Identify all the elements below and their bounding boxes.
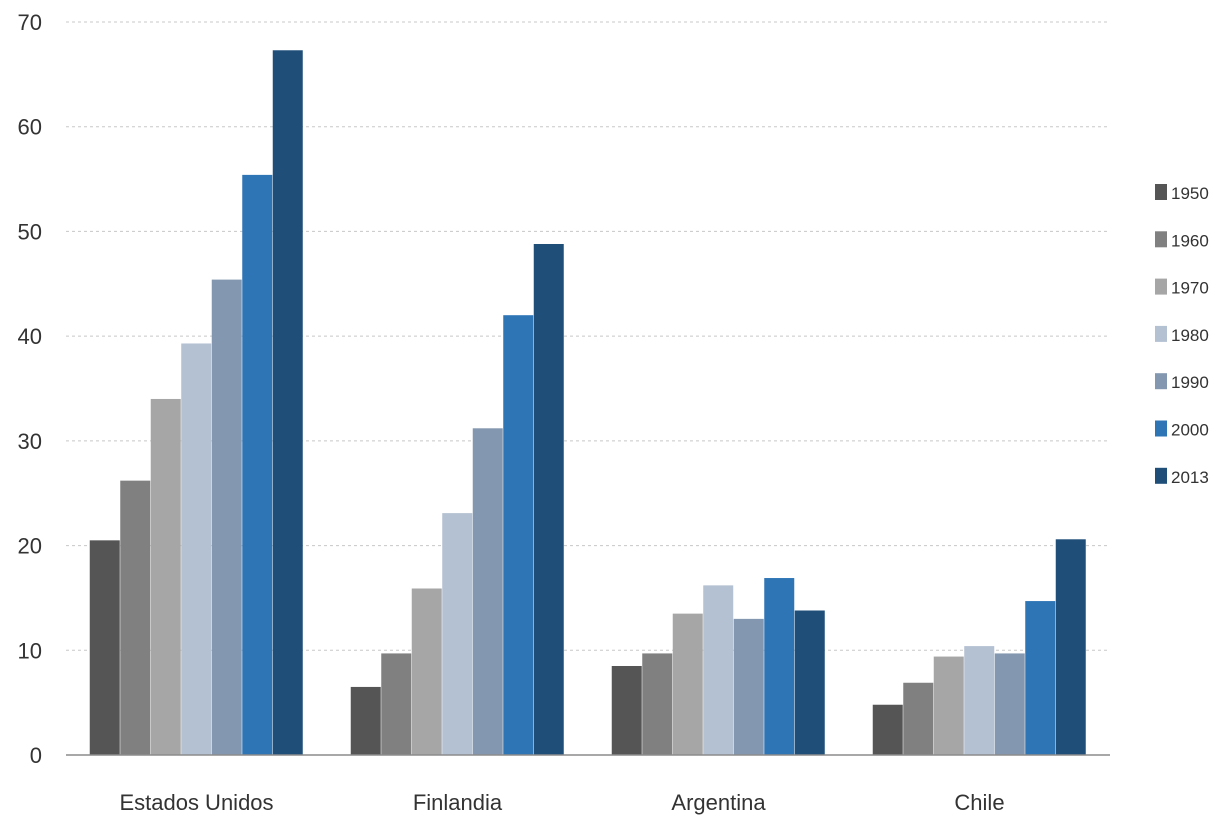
- bar-2000-finlandia: [503, 315, 534, 755]
- legend-label-2013: 2013: [1171, 468, 1209, 487]
- legend-swatch-2000: [1155, 420, 1167, 437]
- bar-2013-finlandia: [533, 243, 564, 755]
- legend-swatch-1980: [1155, 325, 1167, 342]
- y-tick-label: 10: [18, 638, 42, 663]
- legend-label-1950: 1950: [1171, 184, 1209, 203]
- bar-2013-estados-unidos: [272, 50, 303, 756]
- legend-swatch-1990: [1155, 373, 1167, 390]
- bar-1980-argentina: [703, 585, 734, 755]
- legend-swatch-2013: [1155, 467, 1167, 484]
- bar-1970-argentina: [672, 613, 703, 755]
- bar-2013-chile: [1055, 539, 1086, 755]
- y-tick-label: 0: [30, 743, 42, 768]
- bars: [89, 50, 1086, 756]
- bar-1950-estados-unidos: [89, 540, 120, 755]
- bar-1960-chile: [903, 682, 934, 755]
- bar-2000-estados-unidos: [242, 174, 273, 755]
- bar-1950-finlandia: [350, 686, 381, 755]
- legend-label-1960: 1960: [1171, 231, 1209, 250]
- bar-1980-estados-unidos: [181, 343, 212, 755]
- bar-1970-estados-unidos: [150, 398, 181, 755]
- bar-1990-chile: [994, 653, 1025, 755]
- legend-label-1980: 1980: [1171, 326, 1209, 345]
- bar-2013-argentina: [794, 610, 825, 755]
- bar-1970-chile: [933, 656, 964, 755]
- legend-label-2000: 2000: [1171, 421, 1209, 440]
- x-axis-categories: Estados Unidos Finlandia Argentina Chile: [119, 790, 1004, 815]
- bar-1960-finlandia: [381, 653, 412, 755]
- legend-swatch-1970: [1155, 278, 1167, 295]
- bar-1950-argentina: [611, 665, 642, 755]
- bar-1950-chile: [872, 704, 903, 755]
- bar-1960-argentina: [642, 653, 673, 755]
- bar-1990-finlandia: [472, 428, 503, 755]
- y-tick-label: 50: [18, 219, 42, 244]
- y-tick-label: 20: [18, 534, 42, 559]
- x-category-label: Argentina: [671, 790, 766, 815]
- y-tick-label: 60: [18, 115, 42, 140]
- bar-1970-finlandia: [411, 588, 442, 755]
- x-category-label: Finlandia: [413, 790, 503, 815]
- legend: 1950 1960 1970 1980 1990 2000 2013: [1155, 184, 1209, 487]
- legend-swatch-1950: [1155, 184, 1167, 200]
- x-category-label: Estados Unidos: [119, 790, 273, 815]
- bar-1990-argentina: [733, 618, 764, 755]
- bar-1980-finlandia: [442, 513, 473, 755]
- bar-1980-chile: [964, 646, 995, 755]
- bar-1960-estados-unidos: [120, 480, 151, 755]
- legend-swatch-1960: [1155, 231, 1167, 248]
- y-axis-ticks: 0 10 20 30 40 50 60 70: [18, 10, 42, 768]
- y-tick-label: 40: [18, 324, 42, 349]
- legend-label-1990: 1990: [1171, 373, 1209, 392]
- legend-label-1970: 1970: [1171, 279, 1209, 298]
- bar-2000-argentina: [764, 578, 795, 755]
- bar-1990-estados-unidos: [211, 279, 242, 755]
- x-category-label: Chile: [954, 790, 1004, 815]
- y-tick-label: 30: [18, 429, 42, 454]
- bar-2000-chile: [1025, 601, 1056, 755]
- y-tick-label: 70: [18, 10, 42, 35]
